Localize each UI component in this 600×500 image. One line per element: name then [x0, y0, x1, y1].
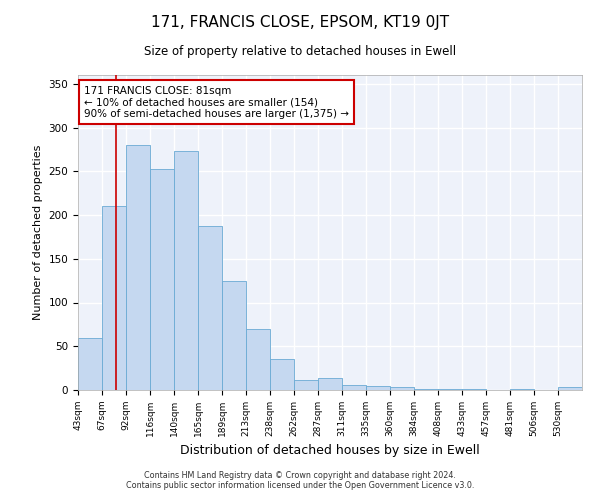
Text: 171 FRANCIS CLOSE: 81sqm
← 10% of detached houses are smaller (154)
90% of semi-: 171 FRANCIS CLOSE: 81sqm ← 10% of detach…: [84, 86, 349, 118]
Bar: [246, 329, 270, 390]
Bar: [414, 389, 438, 390]
Bar: [102, 206, 126, 390]
Bar: [558, 388, 582, 390]
Bar: [198, 226, 222, 390]
Bar: [510, 389, 534, 390]
Bar: [270, 360, 294, 390]
Bar: [462, 389, 486, 390]
Bar: [174, 151, 198, 390]
Text: Contains HM Land Registry data © Crown copyright and database right 2024.
Contai: Contains HM Land Registry data © Crown c…: [126, 470, 474, 490]
Bar: [366, 386, 390, 390]
Text: Size of property relative to detached houses in Ewell: Size of property relative to detached ho…: [144, 45, 456, 58]
Bar: [294, 380, 318, 390]
Bar: [78, 338, 102, 390]
Text: 171, FRANCIS CLOSE, EPSOM, KT19 0JT: 171, FRANCIS CLOSE, EPSOM, KT19 0JT: [151, 15, 449, 30]
Bar: [390, 388, 414, 390]
Y-axis label: Number of detached properties: Number of detached properties: [33, 145, 43, 320]
Bar: [150, 168, 174, 390]
Bar: [222, 280, 246, 390]
Bar: [342, 385, 366, 390]
Bar: [126, 145, 150, 390]
Bar: [318, 378, 342, 390]
X-axis label: Distribution of detached houses by size in Ewell: Distribution of detached houses by size …: [180, 444, 480, 458]
Bar: [438, 389, 462, 390]
